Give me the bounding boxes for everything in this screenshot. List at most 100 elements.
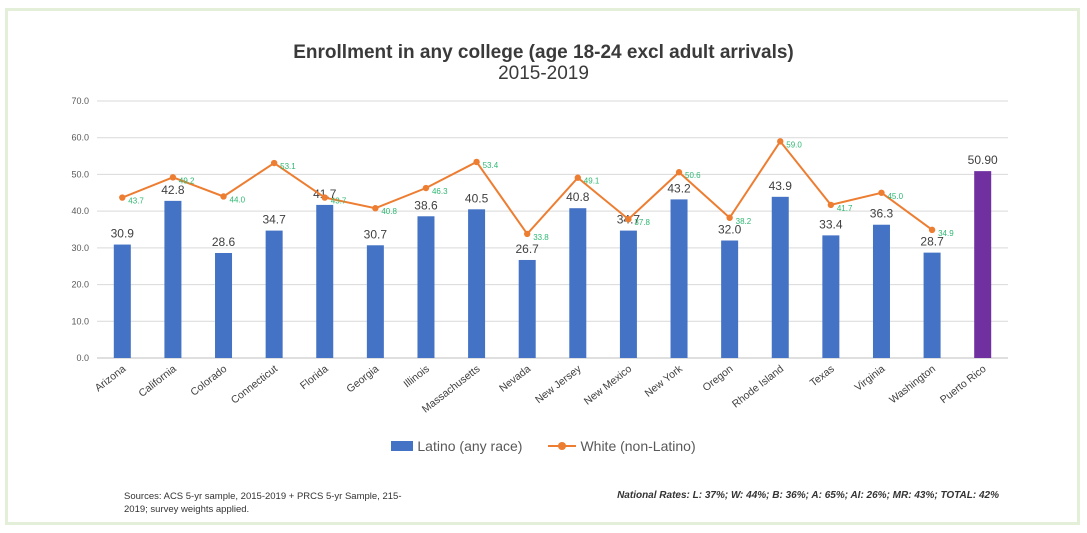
white-series-point <box>827 201 835 209</box>
line-data-label: 45.0 <box>887 192 903 201</box>
legend-swatch-white <box>548 441 577 451</box>
x-tick-label: New Jersey <box>533 362 584 406</box>
bar-data-label: 36.3 <box>870 207 894 221</box>
bar-data-label: 28.6 <box>212 235 236 249</box>
line-data-label: 50.6 <box>685 171 701 180</box>
national-rates-note: National Rates: L: 37%; W: 44%; B: 36%; … <box>617 490 999 501</box>
bar-data-label: 28.7 <box>920 235 944 249</box>
x-tick-label: Oregon <box>700 363 735 394</box>
x-tick-label: Nevada <box>497 363 533 395</box>
chart-subtitle: 2015-2019 <box>498 63 589 84</box>
x-tick-label: New York <box>643 362 686 399</box>
bar <box>822 235 840 358</box>
white-series-line <box>121 139 933 236</box>
chart-title: Enrollment in any college (age 18-24 exc… <box>293 42 794 63</box>
sources-note: Sources: ACS 5-yr sample, 2015-2019 + PR… <box>124 491 402 515</box>
bar-data-label: 40.8 <box>566 190 590 204</box>
x-tick-label: Texas <box>808 363 837 389</box>
white-series-point <box>878 189 885 196</box>
bar-data-label: 26.7 <box>516 242 540 256</box>
chart-frame <box>5 8 1080 525</box>
x-tick-label: California <box>136 363 178 400</box>
x-tick-label: Rhode Island <box>730 363 786 411</box>
chart-legend: Latino (any race) White (non-Latino) <box>0 438 1087 454</box>
white-series-point <box>372 205 379 212</box>
legend-swatch-latino <box>391 441 414 451</box>
line-data-label: 46.3 <box>432 187 448 196</box>
legend-item-latino: Latino (any race) <box>391 438 522 454</box>
bar <box>721 240 739 358</box>
white-series-point <box>928 226 936 234</box>
white-series-point <box>220 193 227 200</box>
bar <box>670 199 688 358</box>
bar-data-label: 33.4 <box>819 217 843 231</box>
bar <box>164 200 182 358</box>
line-data-label: 59.0 <box>786 140 802 149</box>
white-series-point <box>321 194 328 201</box>
white-series-point <box>119 194 126 201</box>
bar <box>923 252 941 358</box>
y-tick-label: 20.0 <box>71 280 89 290</box>
y-tick-label: 10.0 <box>71 316 89 326</box>
bar <box>569 208 587 358</box>
line-data-label: 41.7 <box>837 204 853 213</box>
y-tick-label: 60.0 <box>71 133 89 143</box>
y-tick-label: 0.0 <box>76 353 89 363</box>
line-data-label: 43.7 <box>128 197 144 206</box>
bar <box>265 230 283 358</box>
bar-data-label: 43.2 <box>667 181 691 195</box>
white-series-point <box>625 216 632 223</box>
y-tick-label: 30.0 <box>71 243 89 253</box>
white-series-point <box>675 169 683 176</box>
bar-data-label: 38.6 <box>414 198 438 212</box>
x-tick-label: Virginia <box>852 363 887 394</box>
bar <box>771 196 789 358</box>
bar-data-label: 30.7 <box>364 227 388 241</box>
bar <box>872 224 890 358</box>
bar <box>215 252 233 358</box>
line-data-label: 34.9 <box>938 229 954 238</box>
x-tick-label: Colorado <box>188 363 229 399</box>
white-series-point <box>523 230 531 238</box>
line-data-label: 49.1 <box>584 177 600 186</box>
white-series-point <box>270 159 278 167</box>
white-series-point <box>473 158 480 166</box>
line-data-label: 44.0 <box>230 195 246 204</box>
line-data-label: 49.2 <box>179 176 195 185</box>
line-data-label: 38.2 <box>736 217 752 226</box>
white-series-point <box>422 184 430 192</box>
line-data-label: 37.8 <box>634 218 650 227</box>
line-data-label: 33.8 <box>533 233 549 242</box>
legend-label-latino: Latino (any race) <box>417 438 523 454</box>
white-series-point <box>726 214 733 221</box>
bar <box>366 245 384 358</box>
legend-item-white: White (non-Latino) <box>548 438 696 454</box>
x-tick-label: Florida <box>298 363 331 392</box>
bar <box>417 216 435 358</box>
legend-label-white: White (non-Latino) <box>580 438 696 454</box>
bar <box>468 209 486 358</box>
bar-data-label: 42.8 <box>161 183 185 197</box>
x-tick-label: Connecticut <box>229 363 280 407</box>
bar <box>316 204 334 358</box>
x-tick-label: New Mexico <box>582 363 635 408</box>
line-data-label: 53.4 <box>483 161 499 170</box>
bar-data-label: 30.9 <box>111 227 135 241</box>
bar <box>518 259 536 358</box>
y-tick-label: 50.0 <box>71 169 89 179</box>
y-tick-label: 40.0 <box>71 206 89 216</box>
bar-data-label: 34.7 <box>262 213 286 227</box>
highlight-data-label: 50.90 <box>968 153 998 167</box>
bar-data-label: 40.5 <box>465 191 489 205</box>
white-series-point <box>777 138 784 145</box>
white-series-point <box>169 174 177 181</box>
line-data-label: 43.7 <box>331 197 347 206</box>
x-tick-label: Washington <box>887 363 938 406</box>
line-data-label: 40.8 <box>381 207 397 216</box>
x-tick-label: Illinois <box>401 363 431 390</box>
white-series-point <box>574 174 582 181</box>
y-tick-label: 70.0 <box>71 96 89 106</box>
bar-data-label: 41.7 <box>313 187 337 201</box>
x-tick-label: Puerto Rico <box>938 363 989 406</box>
